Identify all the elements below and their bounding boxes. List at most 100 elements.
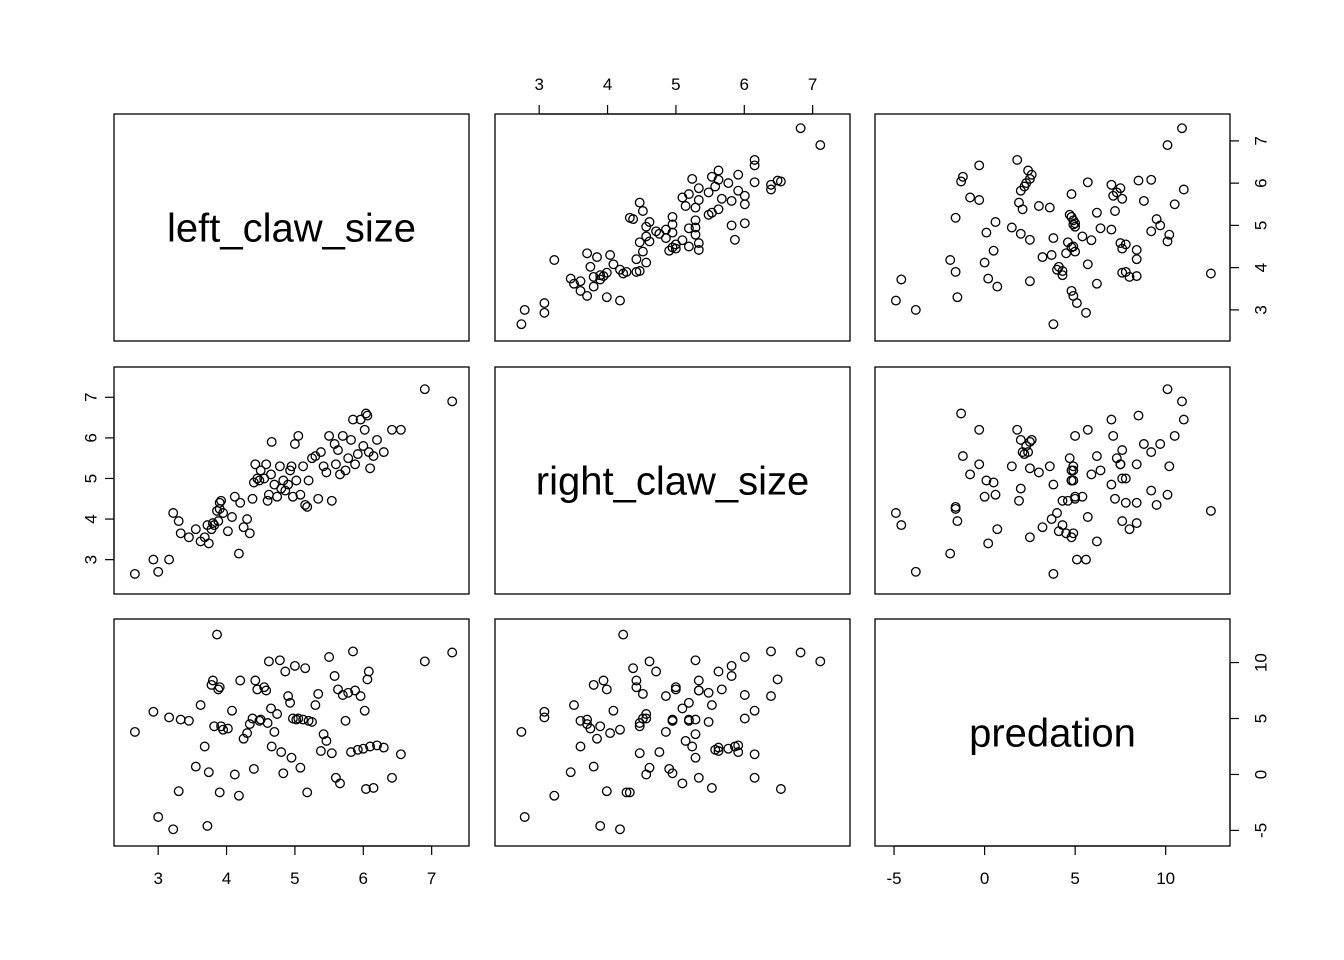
scatter-point-predation-vs-left_claw_size xyxy=(269,726,280,737)
scatter-point-predation-vs-left_claw_size xyxy=(183,715,194,726)
scatter-point-predation-vs-right_claw_size xyxy=(723,743,734,754)
scatter-point-right_claw_size-vs-left_claw_size xyxy=(350,459,361,470)
scatter-point-right_claw_size-vs-left_claw_size xyxy=(286,461,297,472)
scatter-point-right_claw_size-vs-left_claw_size xyxy=(214,497,225,508)
scatter-point-right_claw_size-vs-left_claw_size xyxy=(326,495,337,506)
scatter-point-left_claw_size-vs-predation xyxy=(1131,244,1142,255)
scatter-point-predation-vs-left_claw_size xyxy=(153,812,164,822)
scatter-point-left_claw_size-vs-right_claw_size xyxy=(739,218,750,229)
scatter-point-right_claw_size-vs-left_claw_size xyxy=(372,434,382,445)
scatter-point-predation-vs-left_claw_size xyxy=(214,682,225,693)
scatter-point-left_claw_size-vs-predation xyxy=(1120,239,1131,250)
scatter-point-predation-vs-left_claw_size xyxy=(350,685,361,696)
scatter-point-right_claw_size-vs-left_claw_size xyxy=(333,445,343,456)
scatter-point-predation-vs-right_claw_size xyxy=(726,671,737,681)
scatter-point-predation-vs-left_claw_size xyxy=(276,747,287,758)
tick-label-left_claw_size: 5 xyxy=(671,75,680,94)
tick-label-left_claw_size: 6 xyxy=(740,75,749,94)
scatter-point-left_claw_size-vs-predation xyxy=(1117,193,1128,204)
scatter-point-left_claw_size-vs-predation xyxy=(1061,248,1072,259)
scatter-point-right_claw_size-vs-predation xyxy=(1082,424,1093,435)
tick-label-left_claw_size: 3 xyxy=(1252,305,1271,314)
scatter-point-right_claw_size-vs-left_claw_size xyxy=(298,461,309,472)
scatter-point-predation-vs-right_claw_size xyxy=(815,656,826,667)
scatter-point-predation-vs-left_claw_size xyxy=(242,728,253,739)
scatter-point-left_claw_size-vs-right_claw_size xyxy=(693,183,704,194)
scatter-point-left_claw_size-vs-predation xyxy=(1006,222,1017,233)
scatter-point-left_claw_size-vs-predation xyxy=(1062,237,1073,248)
scatter-point-left_claw_size-vs-predation xyxy=(910,304,921,315)
scatter-point-predation-vs-left_claw_size xyxy=(337,690,348,700)
scatter-point-left_claw_size-vs-predation xyxy=(1015,228,1026,239)
scatter-point-right_claw_size-vs-left_claw_size xyxy=(315,447,326,458)
scatter-point-right_claw_size-vs-left_claw_size xyxy=(244,528,255,539)
scatter-point-right_claw_size-vs-left_claw_size xyxy=(266,469,276,480)
scatter-point-predation-vs-right_claw_size xyxy=(733,747,744,758)
scatter-point-right_claw_size-vs-predation xyxy=(1205,505,1216,516)
scatter-point-predation-vs-right_claw_size xyxy=(775,784,786,794)
scatter-point-right_claw_size-vs-left_claw_size xyxy=(207,518,218,529)
scatter-point-right_claw_size-vs-left_claw_size xyxy=(289,439,300,449)
scatter-point-left_claw_size-vs-predation xyxy=(956,176,967,187)
scatter-point-right_claw_size-vs-predation xyxy=(988,477,999,488)
scatter-point-predation-vs-right_claw_size xyxy=(618,629,629,640)
scatter-point-predation-vs-right_claw_size xyxy=(588,679,599,690)
panel-frame-predation-vs-right_claw_size xyxy=(494,618,851,847)
scatter-point-left_claw_size-vs-predation xyxy=(1120,266,1131,277)
scatter-point-left_claw_size-vs-right_claw_size xyxy=(585,261,596,272)
scatter-point-left_claw_size-vs-right_claw_size xyxy=(634,197,645,208)
scatter-point-predation-vs-left_claw_size xyxy=(283,691,294,702)
scatter-point-right_claw_size-vs-left_claw_size xyxy=(368,451,379,462)
scatter-point-left_claw_size-vs-right_claw_size xyxy=(733,169,744,180)
data-points xyxy=(129,123,1216,835)
scatter-point-predation-vs-right_claw_size xyxy=(660,726,671,737)
scatter-point-right_claw_size-vs-predation xyxy=(1024,532,1035,543)
scatter-point-predation-vs-left_claw_size xyxy=(266,741,277,752)
scatter-point-left_claw_size-vs-right_claw_size xyxy=(716,193,727,204)
scatter-point-left_claw_size-vs-right_claw_size xyxy=(733,185,744,196)
scatter-point-left_claw_size-vs-predation xyxy=(1117,267,1128,278)
scatter-point-predation-vs-left_claw_size xyxy=(213,684,224,695)
scatter-point-right_claw_size-vs-predation xyxy=(1110,493,1120,504)
variable-label-left_claw_size: left_claw_size xyxy=(167,207,416,251)
scatter-point-right_claw_size-vs-predation xyxy=(1131,518,1142,529)
scatter-point-right_claw_size-vs-left_claw_size xyxy=(358,441,369,451)
tick-label-predation: 5 xyxy=(1070,869,1079,888)
scatter-point-predation-vs-left_claw_size xyxy=(361,784,371,794)
scatter-point-predation-vs-left_claw_size xyxy=(229,769,240,780)
scatter-point-predation-vs-right_claw_size xyxy=(726,660,737,671)
scatter-point-predation-vs-left_claw_size xyxy=(310,700,321,711)
scatter-point-predation-vs-right_claw_size xyxy=(634,748,645,759)
scatter-point-left_claw_size-vs-predation xyxy=(1046,250,1057,260)
tick-label-left_claw_size: 5 xyxy=(1252,221,1271,230)
scatter-point-left_claw_size-vs-right_claw_size xyxy=(693,238,704,249)
panel-frame-left_claw_size-vs-predation xyxy=(874,113,1231,342)
scatter-point-left_claw_size-vs-predation xyxy=(1162,140,1173,151)
scatter-point-predation-vs-right_claw_size xyxy=(693,675,704,686)
panel-frame-left_claw_size-vs-left_claw_size xyxy=(113,113,470,342)
panel-frame-predation-vs-left_claw_size xyxy=(113,618,470,847)
scatter-point-predation-vs-right_claw_size xyxy=(690,655,701,666)
scatter-point-predation-vs-right_claw_size xyxy=(716,684,727,695)
tick-label-predation: 5 xyxy=(1252,714,1271,723)
scatter-point-right_claw_size-vs-left_claw_size xyxy=(361,408,371,419)
scatter-point-right_claw_size-vs-predation xyxy=(1071,554,1082,565)
scatter-point-right_claw_size-vs-left_claw_size xyxy=(359,424,370,435)
scatter-point-predation-vs-left_claw_size xyxy=(352,744,363,755)
tick-label-right_claw_size: 3 xyxy=(82,555,101,564)
scatter-point-right_claw_size-vs-predation xyxy=(1106,479,1117,490)
scatter-point-right_claw_size-vs-left_claw_size xyxy=(213,516,224,527)
scatter-point-left_claw_size-vs-right_claw_size xyxy=(739,199,750,210)
scatter-point-right_claw_size-vs-predation xyxy=(1062,495,1073,506)
scatter-point-left_claw_size-vs-right_claw_size xyxy=(569,278,579,289)
scatter-point-predation-vs-right_claw_size xyxy=(749,772,760,783)
scatter-point-left_claw_size-vs-right_claw_size xyxy=(726,195,737,206)
diagonal-labels: left_claw_size right_claw_size predation xyxy=(167,207,1136,756)
scatter-point-right_claw_size-vs-left_claw_size xyxy=(337,430,348,441)
scatter-point-predation-vs-left_claw_size xyxy=(343,687,354,698)
scatter-point-predation-vs-left_claw_size xyxy=(222,723,233,734)
scatter-point-left_claw_size-vs-right_claw_size xyxy=(706,171,717,182)
scatter-point-left_claw_size-vs-right_claw_size xyxy=(519,304,530,315)
scatter-point-predation-vs-right_claw_size xyxy=(631,682,642,693)
scatter-point-right_claw_size-vs-left_claw_size xyxy=(303,475,314,486)
